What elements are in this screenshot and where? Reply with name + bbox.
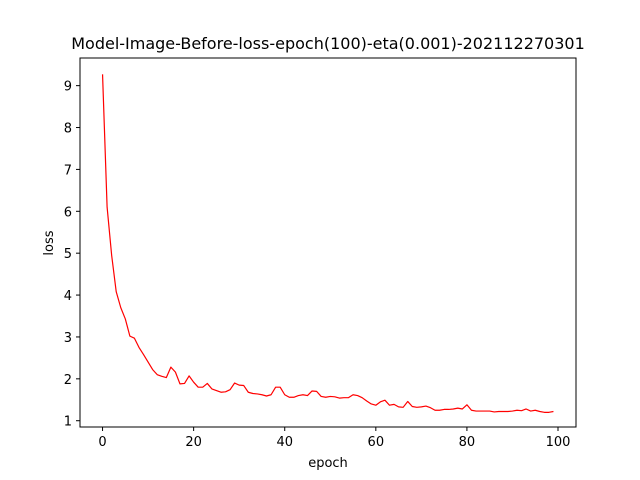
y-tick-label: 3	[64, 331, 72, 346]
y-axis: 1 2 3 4 5 6 7 8 9	[64, 80, 80, 430]
x-tick-label: 40	[276, 435, 293, 450]
series-line-0	[101, 74, 554, 413]
y-tick-label: 7	[64, 163, 72, 178]
y-tick-label: 8	[64, 122, 72, 137]
x-tick-label: 100	[546, 435, 571, 450]
y-tick-label: 5	[64, 247, 72, 262]
y-tick-label: 6	[64, 205, 72, 220]
y-tick-label: 9	[64, 80, 72, 95]
y-tick-label: 1	[64, 415, 72, 430]
plot-frame	[79, 57, 577, 428]
x-axis: 0 20 40 60 80 100	[98, 427, 570, 450]
x-axis-label: epoch	[308, 456, 348, 471]
x-tick-label: 0	[98, 435, 106, 450]
series-layer	[101, 74, 554, 413]
chart-title: Model-Image-Before-loss-epoch(100)-eta(0…	[71, 34, 585, 53]
y-tick-label: 2	[64, 373, 72, 388]
x-tick-label: 80	[459, 435, 476, 450]
x-tick-label: 60	[368, 435, 385, 450]
y-axis-label: loss	[42, 230, 57, 255]
x-tick-label: 20	[185, 435, 202, 450]
y-tick-label: 4	[64, 289, 72, 304]
